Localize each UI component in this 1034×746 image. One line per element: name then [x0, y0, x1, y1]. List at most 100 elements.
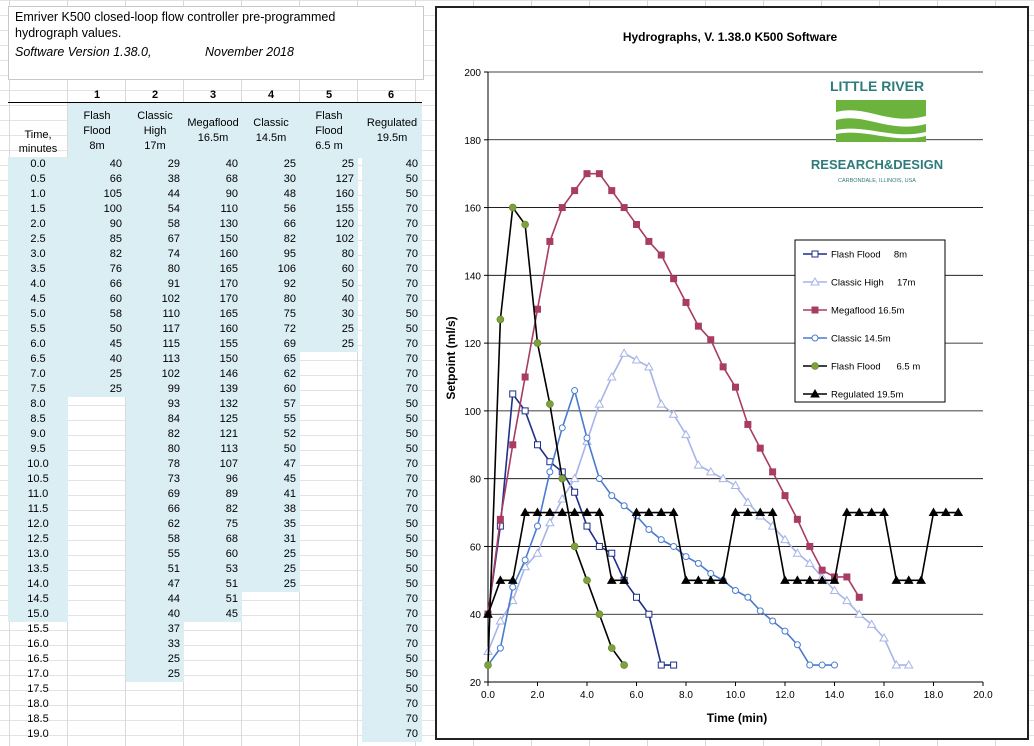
data-point — [707, 336, 715, 344]
data-point — [582, 507, 592, 517]
table-cell: 47 — [126, 577, 184, 592]
data-point — [941, 507, 951, 517]
table-cell: 40 — [68, 157, 126, 172]
data-point — [509, 441, 517, 449]
table-cell: 25 — [68, 367, 126, 382]
data-point — [818, 661, 826, 669]
y-tick-label: 80 — [470, 475, 482, 486]
data-point — [811, 334, 819, 342]
time-header: Time, — [24, 129, 52, 141]
data-point — [608, 187, 616, 195]
table-cell: 117 — [126, 322, 184, 337]
data-point — [620, 502, 628, 510]
legend-label: Megaflood 16.5m — [831, 306, 904, 317]
table-cell: 50 — [362, 427, 422, 442]
table-cell: 91 — [126, 277, 184, 292]
table-cell: 130 — [184, 217, 242, 232]
column-header: 6.5 m — [315, 140, 343, 152]
table-cell: 84 — [126, 412, 184, 427]
series-4 — [484, 387, 838, 669]
logo-river-icon — [836, 128, 926, 139]
data-point — [732, 383, 739, 391]
data-point — [903, 660, 914, 669]
data-point — [811, 362, 819, 370]
table-cell: 66 — [126, 502, 184, 517]
table-cell: 60 — [300, 262, 358, 277]
data-point — [769, 468, 777, 476]
data-point — [730, 480, 741, 489]
data-point — [619, 575, 629, 584]
data-point — [854, 609, 865, 618]
table-cell: 55 — [126, 547, 184, 562]
table-cell: 70 — [362, 637, 422, 652]
data-point — [569, 507, 580, 517]
table-cell: 155 — [300, 202, 358, 217]
data-point — [681, 429, 691, 439]
data-point — [792, 575, 803, 584]
data-point — [533, 339, 542, 347]
data-point — [644, 507, 654, 517]
data-point — [534, 305, 541, 313]
table-cell: 25 — [300, 322, 358, 337]
data-point — [744, 420, 752, 428]
table-cell: 70 — [362, 277, 422, 292]
time-cell: 14.0 — [8, 577, 68, 592]
y-axis-label: Setpoint (ml/s) — [444, 316, 458, 399]
time-cell: 2.5 — [8, 232, 68, 247]
table-cell: 70 — [362, 607, 422, 622]
table-cell: 25 — [242, 547, 300, 562]
data-point — [496, 644, 504, 652]
data-point — [743, 497, 753, 506]
data-point — [804, 575, 815, 584]
table-cell: 80 — [126, 262, 184, 277]
series-5 — [484, 203, 628, 669]
table-cell: 89 — [184, 487, 242, 502]
time-cell: 6.0 — [8, 337, 68, 352]
table-cell: 50 — [362, 517, 422, 532]
table-cell: 40 — [68, 352, 126, 367]
time-cell: 13.5 — [8, 562, 68, 577]
time-cell: 11.5 — [8, 502, 68, 517]
column-header: 17m — [144, 140, 166, 152]
x-tick-label: 20.0 — [973, 690, 993, 701]
table-cell: 102 — [126, 292, 184, 307]
table-cell: 58 — [126, 217, 184, 232]
hydrograph-chart[interactable]: Hydrographs, V. 1.38.0 K500 Software 20 40… — [435, 6, 1029, 740]
time-cell: 8.0 — [8, 397, 68, 412]
data-point — [705, 466, 716, 476]
table-cell: 50 — [362, 562, 422, 577]
column-header: 16.5m — [197, 132, 229, 144]
data-point — [682, 553, 690, 561]
data-point — [891, 575, 902, 584]
data-point — [645, 526, 653, 533]
data-point — [792, 548, 803, 557]
chart-title: Hydrographs, V. 1.38.0 K500 Software — [623, 30, 838, 44]
data-point — [879, 507, 889, 517]
data-point — [545, 507, 555, 517]
data-point — [656, 399, 667, 408]
table-cell: 110 — [184, 202, 242, 217]
data-point — [670, 542, 678, 550]
table-cell: 40 — [184, 157, 242, 172]
x-tick-label: 8.0 — [679, 690, 693, 701]
time-cell: 1.0 — [8, 187, 68, 202]
data-point — [521, 556, 529, 564]
table-cell: 48 — [242, 187, 300, 202]
time-cell: 5.5 — [8, 322, 68, 337]
data-point — [644, 361, 654, 371]
time-cell: 7.5 — [8, 382, 68, 397]
table-cell: 66 — [68, 277, 126, 292]
table-cell: 82 — [68, 247, 126, 262]
data-point — [595, 542, 603, 550]
data-point — [571, 187, 579, 195]
data-point — [496, 315, 505, 324]
table-cell: 25 — [300, 337, 358, 352]
data-point — [818, 566, 826, 574]
data-point — [656, 507, 667, 517]
table-cell: 60 — [242, 382, 300, 397]
series-3 — [484, 170, 863, 618]
data-point — [793, 515, 801, 523]
data-point — [719, 363, 727, 371]
table-cell: 51 — [184, 577, 242, 592]
data-point — [532, 548, 543, 557]
